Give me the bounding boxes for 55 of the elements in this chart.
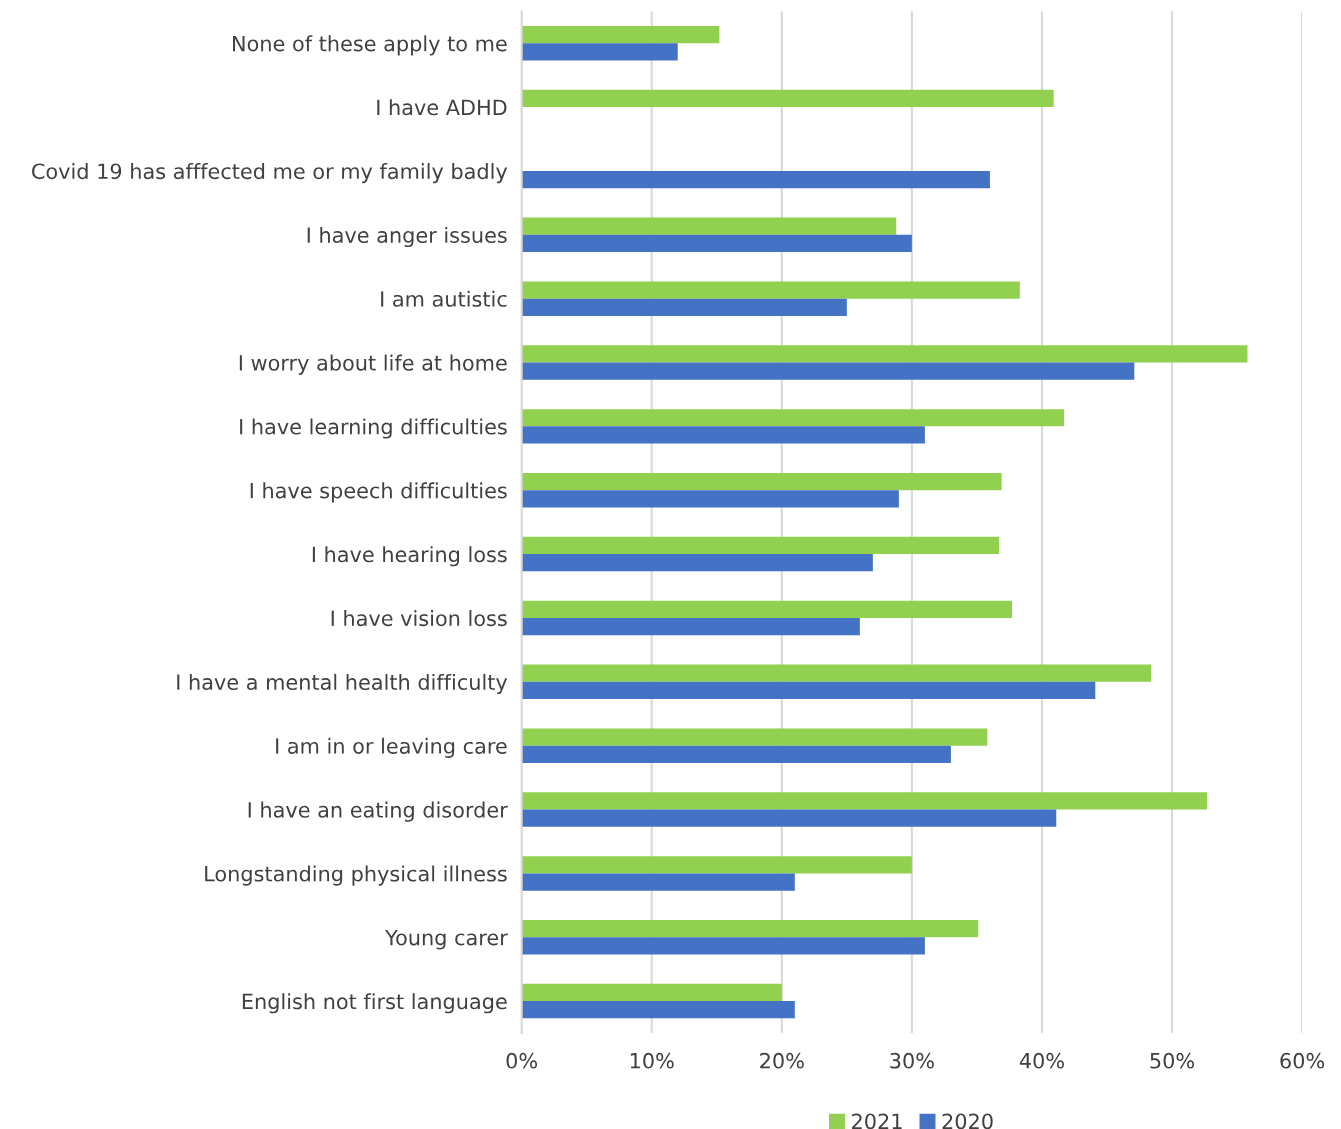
x-tick-label: 20%	[760, 1052, 804, 1069]
x-tick-label: 50%	[1150, 1052, 1195, 1069]
x-tick-label: 10%	[630, 1052, 674, 1069]
bar	[521, 409, 1065, 427]
bar	[521, 281, 1020, 299]
x-tick-label: 40%	[1019, 1052, 1064, 1069]
bar	[521, 554, 873, 572]
legend-label: 2021	[852, 1113, 902, 1129]
y-tick-label: Young carer	[385, 929, 508, 950]
y-tick-label: I have speech difficulties	[250, 482, 507, 503]
y-tick-label: I have vision loss	[331, 610, 507, 627]
y-tick-label: English not first language	[242, 993, 507, 1014]
y-tick-label: Longstanding physical illness	[205, 865, 507, 886]
bar	[521, 490, 899, 508]
bar	[521, 745, 951, 763]
bar	[521, 983, 782, 1002]
bar	[521, 920, 979, 938]
bar	[521, 600, 1013, 618]
y-tick-label: I worry about life at home	[239, 354, 507, 375]
bar	[521, 792, 1208, 810]
bar	[521, 217, 897, 235]
x-tick-label: 60%	[1280, 1052, 1325, 1069]
bar	[521, 234, 912, 253]
y-tick-label: I am autistic	[381, 290, 507, 307]
y-tick-label: I have learning difficulties	[240, 418, 507, 439]
y-tick-label: I have an eating disorder	[248, 801, 508, 822]
bar	[521, 170, 990, 189]
bar	[521, 873, 795, 891]
y-tick-label: None of these apply to me	[233, 35, 507, 56]
x-tick-label: 0%	[506, 1052, 538, 1069]
y-tick-label: I have hearing loss	[312, 546, 507, 567]
x-tick-label: 30%	[890, 1052, 934, 1069]
bar	[521, 43, 678, 61]
y-tick-label: I have ADHD	[377, 99, 507, 116]
bar	[521, 856, 912, 874]
bar	[521, 664, 1152, 682]
y-tick-label: I have a mental health difficulty	[177, 673, 508, 695]
legend-label: 2020	[942, 1113, 993, 1129]
y-tick-label: I am in or leaving care	[276, 737, 507, 758]
bar	[521, 345, 1248, 363]
y-tick-label: I have anger issues	[307, 226, 507, 248]
bar	[521, 937, 925, 955]
bar	[521, 426, 925, 444]
bar	[521, 681, 1096, 700]
y-tick-label: Covid 19 has afffected me or my family badly	[32, 163, 508, 184]
bar	[521, 472, 1002, 491]
bar	[521, 617, 860, 636]
bar	[521, 728, 988, 746]
bar	[521, 809, 1057, 827]
bar	[521, 25, 720, 44]
bar	[521, 1001, 795, 1019]
bar	[521, 89, 1054, 108]
bar	[521, 362, 1135, 380]
bar	[521, 536, 1000, 555]
bar	[521, 298, 847, 316]
